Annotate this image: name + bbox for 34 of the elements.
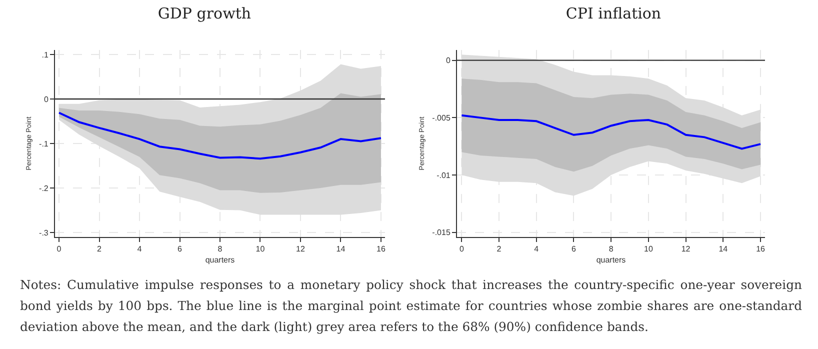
x-tick-label: 2	[97, 244, 102, 254]
y-tick-label: -.005	[432, 113, 451, 122]
x-tick-label: 4	[137, 244, 142, 254]
x-tick-label: 4	[534, 244, 540, 254]
x-tick-label: 2	[496, 244, 502, 254]
text: Notes: Cumulative impulse responses to a monetary policy shock that increases the country-specific one-year sovereign bond yields by 100 bps. The blue line is the marginal point estimate for countries whose zombie shares are one-standard deviation above the mean, and the dark (light) grey area refers to the 68% (90%) confidence bands.	[20, 276, 802, 336]
y-tick-label: 0	[44, 94, 49, 104]
x-axis-title: quarters	[596, 256, 626, 265]
x-tick-label: 14	[336, 244, 346, 254]
y-tick-label: 0	[446, 56, 451, 66]
chart-title: GDP growth	[158, 4, 252, 23]
line-series	[460, 114, 762, 150]
y-tick-label: -.3	[39, 228, 49, 238]
x-tick-label: 10	[644, 244, 654, 254]
x-tick-label: 6	[572, 244, 577, 254]
x-tick-label: 6	[178, 244, 183, 254]
x-tick-label: 10	[256, 244, 266, 254]
y-tick-label: -.1	[39, 139, 49, 148]
x-tick-label: 16	[756, 244, 766, 254]
x-tick-label: 12	[681, 244, 691, 254]
line-series	[58, 112, 382, 160]
y-tick-label: -.01	[436, 170, 451, 180]
x-tick-label: 12	[296, 244, 306, 254]
x-tick-label: 8	[608, 244, 614, 254]
x-tick-label: 8	[218, 244, 223, 254]
y-tick-label: -.2	[39, 184, 49, 193]
x-axis-title: quarters	[205, 256, 235, 265]
y-tick-label: -.015	[432, 228, 451, 238]
x-tick-label: 0	[459, 244, 464, 254]
x-tick-label: 16	[376, 244, 386, 254]
x-tick-label: 14	[718, 244, 728, 254]
x-tick-label: 0	[56, 244, 62, 254]
y-tick-label: .1	[42, 50, 49, 60]
chart-title: CPI inflation	[566, 4, 662, 23]
